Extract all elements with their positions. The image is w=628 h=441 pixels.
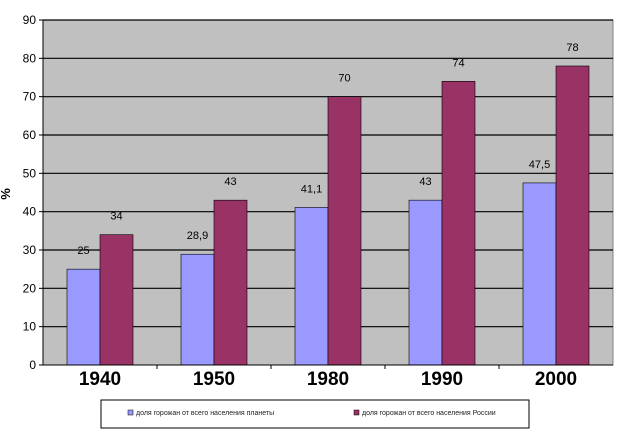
y-tick-label: 20 (23, 281, 37, 295)
data-label: 70 (338, 73, 350, 85)
bar (66, 268, 101, 366)
data-label: 74 (452, 57, 464, 69)
x-axis-ticks: 1940 1950 1980 1990 2000 (79, 365, 577, 390)
bar (99, 234, 134, 366)
x-tick-label: 1950 (193, 369, 235, 390)
data-labels: 25 34 28,9 43 41,1 70 43 74 47,5 78 (77, 42, 578, 257)
bar (213, 199, 248, 366)
bar (180, 253, 215, 366)
x-tick-label: 2000 (535, 369, 577, 390)
bar (294, 207, 329, 366)
bar (408, 199, 443, 366)
y-tick-label: 40 (23, 205, 37, 219)
y-tick-label: 30 (23, 243, 37, 257)
data-label: 78 (566, 42, 578, 54)
legend-swatch-world (127, 409, 134, 416)
x-tick-label: 1940 (79, 369, 121, 390)
y-axis-label: % (0, 188, 13, 200)
y-tick-label: 60 (23, 128, 37, 142)
x-tick-label: 1990 (421, 369, 463, 390)
data-label: 47,5 (529, 159, 550, 171)
bars (66, 65, 590, 366)
legend: доля горожан от всего населения планеты … (100, 399, 530, 429)
data-label: 41,1 (301, 183, 322, 195)
legend-box (100, 399, 530, 429)
data-label: 43 (419, 176, 431, 188)
legend-swatch-russia (353, 409, 360, 416)
bar (441, 81, 476, 366)
y-tick-label: 50 (23, 166, 37, 180)
bar (327, 96, 362, 366)
bar (555, 65, 590, 366)
y-tick-label: 90 (23, 13, 37, 27)
y-tick-label: 80 (23, 51, 37, 65)
x-tick-label: 1980 (307, 369, 349, 390)
legend-label-russia: доля горожан от всего населения России (362, 410, 496, 417)
y-tick-label: 70 (23, 90, 37, 104)
data-label: 43 (224, 176, 236, 188)
y-tick-label: 10 (23, 320, 37, 334)
data-label: 28,9 (187, 230, 208, 242)
y-tick-label: 0 (29, 358, 36, 372)
y-axis-ticks: 0 10 20 30 40 50 60 70 80 90 (23, 13, 43, 372)
bar (522, 182, 557, 366)
data-label: 34 (110, 211, 122, 223)
data-label: 25 (77, 245, 89, 257)
legend-label-world: доля горожан от всего населения планеты (136, 410, 274, 417)
